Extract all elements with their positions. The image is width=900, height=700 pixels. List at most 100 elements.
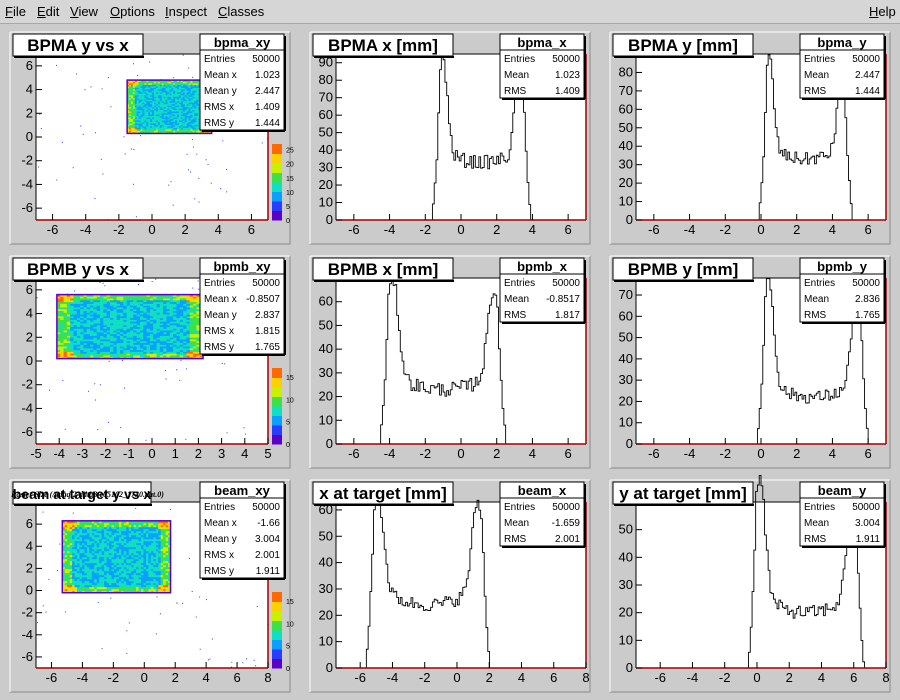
heat-cell (103, 310, 108, 313)
heat-cell (77, 536, 80, 540)
heat-cell (190, 87, 193, 90)
heat-cell (136, 319, 141, 322)
heat-cell (101, 536, 105, 540)
heat-cell (157, 106, 161, 109)
heat-cell (62, 586, 66, 590)
heat-cell (176, 298, 181, 301)
heat-cell (89, 528, 93, 532)
heat-cell (67, 554, 71, 558)
heat-cell (103, 317, 108, 320)
heat-cell (177, 94, 180, 97)
heat-cell (113, 532, 117, 536)
menu-accel: E (37, 4, 46, 19)
heat-cell (154, 81, 157, 84)
heat-cell (89, 586, 93, 590)
heat-cell (111, 560, 115, 564)
heat-cell (154, 109, 157, 112)
heat-cell (173, 339, 177, 342)
menu-inspect[interactable]: Inspect (165, 4, 207, 19)
menu-options[interactable]: Options (110, 4, 155, 19)
heat-cell (81, 572, 85, 576)
x-tick-label: -4 (53, 446, 65, 461)
color-scale-band (272, 191, 282, 202)
heat-cell (138, 562, 142, 566)
heat-cell (129, 111, 132, 114)
heat-cell (118, 574, 122, 578)
heat-cell (110, 333, 114, 336)
heat-cell (130, 111, 134, 114)
heat-cell (153, 312, 157, 315)
menu-classes[interactable]: Classes (218, 4, 264, 19)
heat-cell (126, 307, 131, 310)
heat-cell (94, 552, 98, 556)
heat-cell (132, 94, 136, 97)
heat-cell (116, 317, 121, 320)
heat-cell (143, 351, 147, 354)
heat-cell (189, 319, 194, 322)
heat-cell (113, 586, 117, 590)
heat-cell (146, 83, 149, 85)
heat-cell (199, 355, 204, 358)
heat-cell (69, 562, 73, 566)
heat-cell (190, 80, 193, 82)
heat-cell (138, 112, 141, 115)
stats-value: 1.023 (555, 70, 580, 81)
y-tick-label: 30 (619, 157, 633, 172)
menu-view[interactable]: View (70, 4, 98, 19)
heat-cell (116, 298, 121, 301)
menu-file[interactable]: File (5, 4, 26, 19)
heat-cell (193, 301, 197, 304)
heat-cell (146, 301, 151, 304)
heat-cell (188, 111, 191, 114)
heat-cell (171, 100, 174, 103)
heat-cell (188, 88, 191, 91)
heat-cell (136, 86, 140, 88)
root-canvas[interactable]: 0 5 10 15 20 25 -6 -4 -2 0 2 4 6 -6 -4 -2 0 2 4 6 BPMA y vs … (0, 24, 900, 700)
heat-cell (173, 86, 176, 88)
heat-cell (159, 347, 164, 351)
heat-cell (102, 173, 104, 175)
heat-cell (140, 135, 142, 137)
heat-cell (176, 369, 178, 371)
menu-edit[interactable]: Edit (37, 4, 59, 19)
heat-cell (140, 108, 143, 111)
heat-cell (134, 118, 138, 121)
heat-cell (109, 566, 112, 570)
heat-cell (175, 96, 178, 99)
heat-cell (146, 355, 151, 358)
heat-cell (173, 321, 177, 324)
heat-cell (155, 118, 159, 121)
heat-cell (130, 102, 134, 105)
heat-cell (134, 124, 138, 127)
heat-cell (150, 123, 153, 125)
heat-cell (127, 111, 130, 114)
color-scale-tick-label: 10 (286, 190, 294, 197)
heat-cell (63, 340, 68, 344)
menu-help[interactable]: Help (869, 4, 896, 19)
heat-cell (186, 294, 191, 297)
heat-cell (106, 578, 110, 582)
heat-cell (177, 127, 180, 130)
heat-cell (94, 580, 98, 584)
heat-cell (152, 120, 155, 122)
heat-cell (94, 197, 96, 199)
heat-cell (101, 542, 105, 546)
heat-cell (144, 83, 147, 85)
heat-cell (165, 115, 168, 118)
heat-cell (123, 572, 127, 576)
stats-box (799, 257, 885, 323)
heat-cell (177, 86, 180, 88)
heat-cell (60, 337, 64, 340)
heat-cell (179, 127, 182, 130)
heat-cell (184, 130, 188, 133)
heat-cell (109, 570, 112, 574)
heat-cell (106, 564, 110, 568)
